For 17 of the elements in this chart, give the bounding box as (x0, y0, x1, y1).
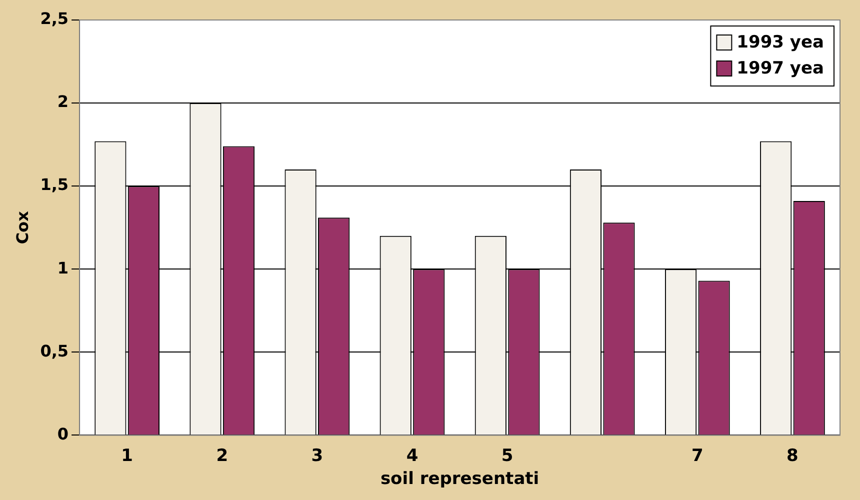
x-axis-title: soil representati (380, 469, 540, 490)
x-tick-label: 2 (216, 446, 228, 466)
x-tick-label: 1 (121, 446, 133, 466)
x-tick-label: 7 (691, 446, 704, 466)
y-axis-title: Cox (12, 210, 32, 244)
y-tick-label: 2 (57, 92, 69, 112)
y-tick-label: 2,5 (40, 9, 69, 28)
y-tick-label: 1,5 (40, 175, 69, 194)
legend-label: 1993 yea (736, 32, 824, 52)
legend-label: 1997 yea (736, 58, 824, 78)
y-tick-label: 0,5 (40, 341, 69, 360)
x-tick-label: 8 (786, 446, 798, 466)
x-tick-label: 5 (501, 446, 514, 466)
y-tick-label: 0 (57, 424, 69, 444)
y-tick-label: 1 (57, 258, 69, 278)
x-tick-label: 4 (406, 446, 418, 466)
x-tick-label: 3 (311, 446, 324, 466)
